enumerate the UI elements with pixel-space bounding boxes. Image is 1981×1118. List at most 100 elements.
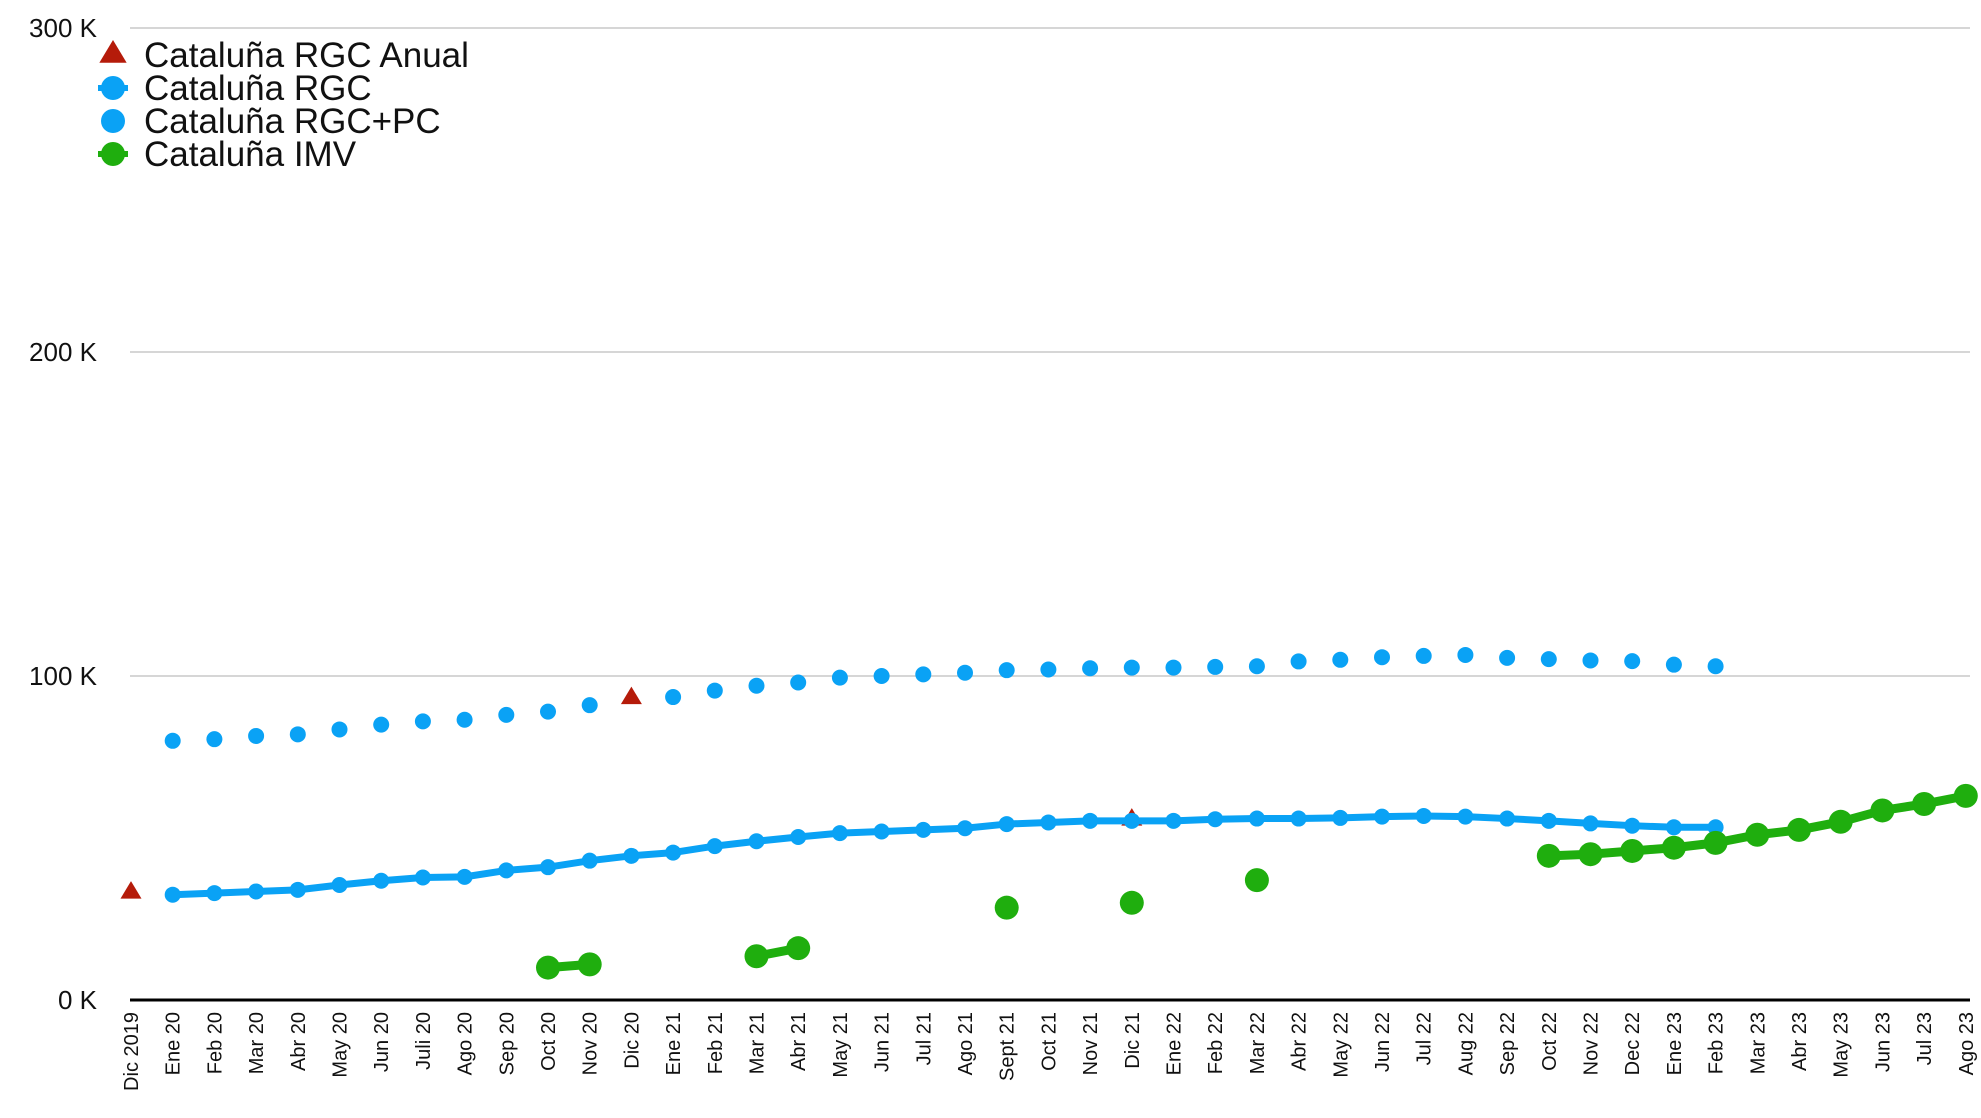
x-tick-label: Dic 21	[1122, 1012, 1144, 1069]
gridlines	[130, 27, 1970, 1002]
legend-item: Cataluña RGC Anual	[99, 36, 469, 75]
legend-label: Cataluña RGC Anual	[144, 36, 469, 75]
data-point	[748, 833, 765, 850]
data-point	[1165, 812, 1182, 829]
y-tick-label: 200 K	[29, 337, 98, 367]
x-tick-label: Aug 22	[1455, 1012, 1477, 1075]
x-tick-label: Jul 23	[1914, 1012, 1936, 1065]
x-tick-label: May 23	[1831, 1012, 1853, 1078]
data-point	[1582, 652, 1599, 669]
x-tick-label: Feb 20	[204, 1012, 226, 1074]
data-point	[248, 727, 265, 744]
data-point	[1707, 658, 1724, 675]
x-tick-label: Dic 20	[621, 1012, 643, 1069]
data-point	[1745, 822, 1770, 847]
data-point	[620, 686, 642, 705]
legend-marker	[101, 109, 125, 133]
legend-label: Cataluña RGC+PC	[144, 102, 441, 141]
data-point	[373, 872, 390, 889]
x-tick-label: Jun 23	[1872, 1012, 1894, 1072]
x-tick-label: May 22	[1330, 1012, 1352, 1078]
data-point	[498, 862, 515, 879]
data-point	[456, 868, 473, 885]
x-tick-label: Dec 22	[1622, 1012, 1644, 1075]
data-point	[1665, 819, 1682, 836]
data-point	[1828, 809, 1853, 834]
data-point	[581, 697, 598, 714]
data-point	[1082, 812, 1099, 829]
series-cataluna-imv	[536, 783, 1978, 980]
data-point	[1457, 808, 1474, 825]
x-tick-label: Oct 22	[1539, 1012, 1561, 1071]
x-tick-label: Nov 20	[580, 1012, 602, 1075]
data-point	[331, 721, 348, 738]
data-point	[994, 895, 1019, 920]
data-series	[120, 646, 1978, 980]
data-point	[706, 682, 723, 699]
series-cataluna-rgc	[164, 807, 1724, 903]
data-point	[1870, 798, 1895, 823]
data-point	[1787, 817, 1811, 842]
x-tick-label: Feb 21	[705, 1012, 727, 1074]
x-tick-label: Ago 23	[1956, 1012, 1978, 1075]
data-point	[1248, 810, 1265, 827]
data-point	[623, 847, 640, 864]
series-cataluna-rgc-anual	[120, 686, 1143, 899]
x-axis-ticks: Dic 2019 Ene 20 Feb 20 Mar 20 Abr 20 May 20 Ju…	[121, 1012, 1978, 1091]
data-point	[873, 823, 890, 840]
x-tick-label: Feb 22	[1205, 1012, 1227, 1074]
data-point	[665, 689, 682, 706]
data-point	[1665, 656, 1682, 673]
data-point	[1912, 791, 1937, 816]
data-point	[1290, 653, 1307, 670]
data-point	[456, 711, 473, 728]
data-point	[289, 881, 306, 898]
x-tick-label: Abr 23	[1789, 1012, 1811, 1071]
data-point	[1165, 659, 1182, 676]
data-point	[164, 732, 181, 749]
data-point	[331, 876, 348, 893]
y-tick-label: 0 K	[58, 985, 98, 1015]
x-tick-label: Abr 20	[288, 1012, 310, 1071]
data-point	[1624, 653, 1641, 670]
data-point	[1332, 809, 1349, 826]
x-tick-label: Oct 21	[1038, 1012, 1060, 1071]
x-tick-label: Jun 20	[371, 1012, 393, 1072]
data-point	[206, 731, 223, 748]
data-point	[1415, 807, 1432, 824]
data-point	[1540, 651, 1557, 668]
x-tick-label: Ene 23	[1664, 1012, 1686, 1075]
x-tick-label: Juli 20	[413, 1012, 435, 1070]
data-point	[164, 886, 181, 903]
x-tick-label: Jun 21	[872, 1012, 894, 1072]
data-point	[1123, 812, 1140, 829]
x-tick-label: Abr 21	[788, 1012, 810, 1071]
data-point	[873, 668, 890, 684]
data-point	[414, 713, 431, 730]
series-cataluna-rgc-pc	[164, 646, 1724, 749]
x-tick-label: Mar 21	[747, 1012, 769, 1074]
data-point	[581, 852, 598, 869]
data-point	[786, 936, 811, 961]
data-point	[744, 944, 769, 969]
data-point	[1457, 646, 1474, 663]
data-point	[1207, 658, 1224, 675]
x-tick-label: Ago 20	[455, 1012, 477, 1075]
data-point	[1540, 812, 1557, 829]
data-point	[414, 869, 431, 886]
data-point	[206, 885, 223, 902]
data-point	[1703, 830, 1728, 855]
data-point	[790, 829, 807, 846]
data-point	[1290, 810, 1307, 827]
data-point	[1248, 658, 1265, 675]
data-point	[1082, 660, 1099, 677]
data-point	[998, 662, 1015, 679]
data-point	[1624, 817, 1641, 834]
data-point	[790, 674, 807, 691]
data-point	[498, 706, 515, 723]
data-point	[915, 666, 932, 683]
y-tick-label: 100 K	[29, 661, 98, 691]
data-point	[831, 825, 848, 842]
